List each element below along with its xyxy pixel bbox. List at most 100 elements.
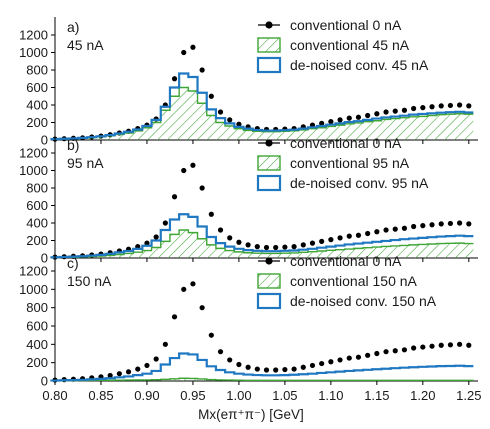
data-point [337,235,343,241]
data-point [392,226,398,232]
data-point [190,44,196,50]
data-point [374,350,380,357]
data-point [438,221,444,227]
data-point [328,237,334,243]
y-tick-label: 400 [26,216,48,231]
y-tick-label: 400 [26,98,48,113]
x-tick-label: 0.80 [42,388,67,403]
legend-label: de-noised conv. 45 nA [290,57,429,73]
data-point [208,211,214,217]
panel-label-current: 95 nA [67,155,104,171]
data-point [346,233,352,239]
legend-label: conventional 0 nA [290,253,402,269]
data-point [107,372,113,379]
series-conventional-step-line [50,229,474,259]
data-point [411,345,417,351]
data-point [162,341,168,347]
data-point [171,314,178,320]
data-point [429,222,435,228]
data-point [392,348,398,354]
data-point [420,105,426,111]
data-point [457,102,463,108]
data-point [282,244,288,250]
data-point [190,162,196,168]
data-point [401,107,408,113]
data-point [383,349,389,355]
y-tick-label: 1000 [19,163,48,178]
data-point [319,238,325,244]
y-tick-label: 200 [26,233,48,248]
data-point [236,361,242,368]
x-tick-label: 0.85 [88,388,113,403]
y-tick-label: 600 [26,80,48,95]
y-tick-label: 600 [26,198,48,213]
data-point [208,93,214,99]
y-tick-label: 1200 [19,146,48,161]
data-point [254,366,260,372]
data-point [365,230,371,237]
y-tick-label: 800 [26,300,48,315]
data-point [245,364,251,370]
y-tick-label: 1000 [19,282,48,297]
data-point [466,103,472,109]
data-point [162,220,168,226]
data-point [365,112,371,119]
data-point [429,104,435,110]
data-point [181,49,187,56]
data-point [300,364,306,370]
data-point [153,356,159,362]
data-point [328,359,334,365]
data-point [411,105,417,112]
y-tick-label: 200 [26,115,48,130]
x-tick-label: 1.25 [456,388,481,403]
data-point [319,360,325,367]
data-point [346,355,352,361]
data-point [447,220,454,227]
y-tick-label: 1200 [19,28,48,43]
series-conventional-step-line [50,377,474,382]
data-point [337,117,343,123]
data-point [383,227,389,233]
legend-swatch-step [256,174,282,192]
data-point [227,357,233,363]
y-tick-label: 0 [41,251,48,266]
legend-label: de-noised conv. 150 nA [290,293,437,309]
y-tick-label: 1000 [19,45,48,60]
data-point [337,357,343,363]
data-point [420,223,426,229]
x-tick-label: 0.90 [134,388,159,403]
x-tick-label: 1.20 [410,388,435,403]
data-point [171,194,178,200]
series-denoised-step-line [50,72,474,141]
data-point [309,362,316,369]
data-point [190,281,196,287]
data-point [355,232,362,238]
panel-label-current: 150 nA [67,273,112,289]
data-point [355,354,362,360]
legend-label: conventional 150 nA [290,273,418,289]
data-point [245,242,251,248]
data-point [263,244,270,251]
legend: conventional 0 nA conventional 45 nA de-no… [256,17,429,74]
x-tick-label: 1.00 [226,388,251,403]
series-denoised-step-line [50,213,474,259]
y-tick-label: 800 [26,63,48,78]
legend-label: de-noised conv. 95 nA [290,175,429,191]
x-tick-label: 1.10 [318,388,343,403]
data-point [383,109,389,115]
data-point [420,344,426,350]
data-point [309,240,316,246]
data-point [144,240,150,246]
data-point [116,371,122,377]
legend-label: conventional 0 nA [290,135,402,151]
data-point [447,342,454,348]
data-point [291,244,297,250]
y-tick-label: 0 [41,133,48,148]
legend-swatch-step [256,56,282,74]
data-point [328,119,334,125]
y-tick-label: 400 [26,337,48,352]
legend-swatch-dot [265,21,273,29]
data-point [365,352,371,358]
data-point [217,227,224,233]
